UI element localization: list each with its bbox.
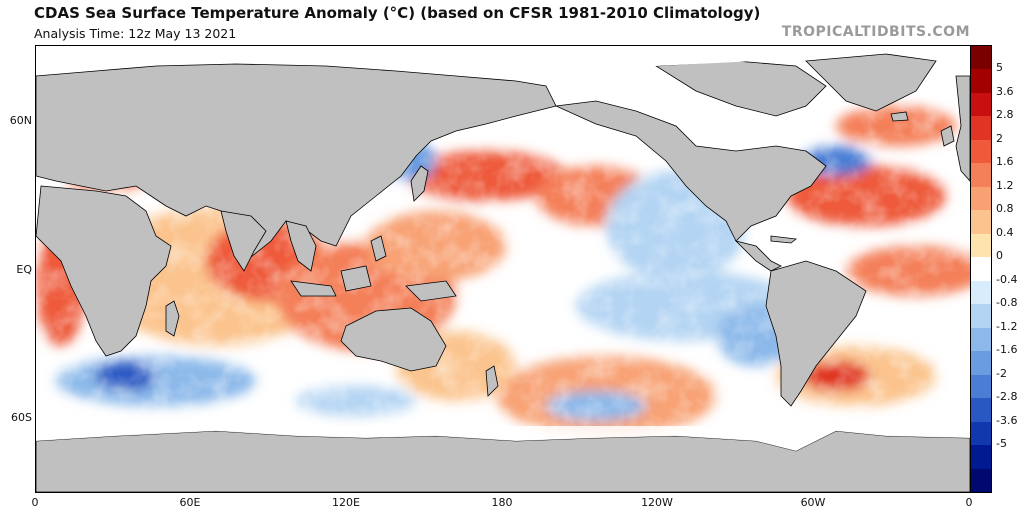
colorbar-segment: [971, 421, 991, 446]
colorbar-segment: [971, 233, 991, 258]
antarctic-sea-ice: [36, 426, 970, 451]
lon-label-120e: 120E: [332, 496, 360, 509]
australia: [340, 307, 447, 372]
map-canvas: [36, 46, 970, 492]
colorbar-tick-label: -5: [996, 437, 1007, 451]
analysis-time: Analysis Time: 12z May 13 2021: [34, 26, 237, 41]
colorbar-tick-label: -3.6: [996, 413, 1018, 427]
colorbar-tick-label: -2: [996, 366, 1007, 380]
central-america: [734, 240, 782, 272]
colorbar-segment: [971, 69, 991, 94]
canadian-arctic: [654, 60, 827, 117]
colorbar-tick-label: -0.4: [996, 272, 1018, 286]
british-isles: [940, 125, 955, 147]
lon-label-180: 180: [491, 496, 513, 509]
colorbar-tick-label: 3.6: [996, 84, 1014, 98]
colorbar-tick-label: 1.2: [996, 178, 1014, 192]
japan: [410, 165, 429, 202]
map-title: CDAS Sea Surface Temperature Anomaly (°C…: [34, 4, 761, 22]
philippines: [370, 235, 387, 262]
colorbar-segment: [971, 116, 991, 141]
colorbar-segment: [971, 139, 991, 164]
colorbar-segment: [971, 445, 991, 470]
colorbar-tick-label: 2: [996, 131, 1003, 145]
colorbar-tick-label: 2.8: [996, 108, 1014, 122]
indochina: [285, 220, 317, 272]
sst-anomaly-map: [35, 45, 971, 493]
colorbar-tick-label: -1.6: [996, 343, 1018, 357]
south-america: [765, 260, 867, 407]
lon-label-60w: 60W: [800, 496, 826, 509]
colorbar-tick-label: -2.8: [996, 390, 1018, 404]
lon-label-120w: 120W: [641, 496, 673, 509]
iceland: [890, 111, 909, 122]
colorbar-segment: [971, 374, 991, 399]
colorbar-tick-label: 1.6: [996, 155, 1014, 169]
lon-label-0-east: 0: [965, 496, 973, 509]
colorbar-segment: [971, 46, 991, 70]
colorbar-segment: [971, 304, 991, 329]
india: [220, 210, 267, 272]
colorbar-segment: [971, 351, 991, 376]
africa: [36, 185, 172, 357]
colorbar-segment: [971, 468, 991, 492]
colorbar-segment: [971, 327, 991, 352]
colorbar-segment: [971, 257, 991, 282]
colorbar-tick-label: 0: [996, 249, 1003, 263]
eurasia: [36, 63, 557, 262]
colorbar-tick-label: 0.4: [996, 225, 1014, 239]
new-guinea: [405, 280, 457, 302]
colorbar-tick-label: 0.8: [996, 202, 1014, 216]
madagascar: [165, 300, 180, 337]
land-masses: [36, 53, 970, 492]
colorbar: [970, 45, 992, 493]
colorbar-segment: [971, 186, 991, 211]
colorbar-tick-label: -0.8: [996, 296, 1018, 310]
colorbar-segment: [971, 280, 991, 305]
lat-label-60s: 60S: [11, 411, 32, 424]
north-america: [554, 100, 827, 242]
lon-label-0: 0: [31, 496, 39, 509]
colorbar-segment: [971, 163, 991, 188]
western-europe: [955, 75, 970, 182]
lon-label-60e: 60E: [179, 496, 201, 509]
borneo: [340, 265, 372, 292]
source-credit: TROPICALTIDBITS.COM: [781, 24, 970, 40]
sumatra-java: [290, 280, 337, 297]
colorbar-segment: [971, 398, 991, 423]
lat-label-60n: 60N: [9, 114, 32, 127]
colorbar-segment: [971, 210, 991, 235]
colorbar-tick-label: 5: [996, 61, 1003, 75]
cuba: [770, 235, 797, 244]
greenland: [805, 53, 937, 112]
colorbar-segment: [971, 92, 991, 117]
new-zealand: [485, 365, 499, 397]
colorbar-tick-label: -1.2: [996, 319, 1018, 333]
arctic-sea-ice: [506, 51, 756, 68]
lat-label-eq: EQ: [16, 263, 32, 276]
